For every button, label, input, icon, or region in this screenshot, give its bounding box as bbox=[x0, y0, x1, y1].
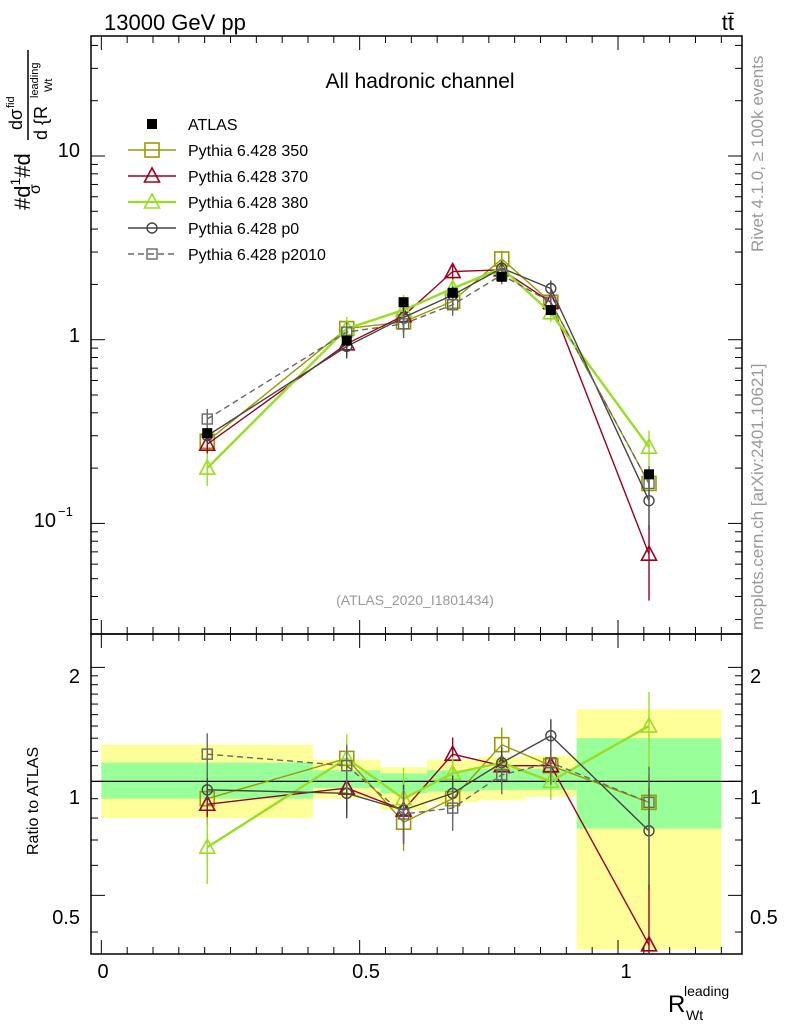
xtick-1: 1 bbox=[620, 961, 631, 983]
ratio-point-2 bbox=[541, 771, 560, 789]
atlas-data-point bbox=[644, 469, 654, 480]
legend-marker-5 bbox=[146, 248, 158, 260]
series-line-2 bbox=[206, 266, 650, 469]
ratio-series-layer bbox=[198, 691, 658, 954]
rivet-version-label: Rivet 4.1.0, ≥ 100k events bbox=[748, 56, 767, 252]
ratio-plot-frame bbox=[90, 633, 743, 955]
ratio-point-3 bbox=[201, 784, 213, 796]
ratio-point-4 bbox=[545, 757, 557, 769]
header-energy: 13000 GeV pp bbox=[104, 10, 246, 35]
series-point-4 bbox=[397, 318, 410, 330]
main-series-layer bbox=[198, 250, 658, 601]
xtick-0: 0 bbox=[97, 961, 108, 983]
main-ytick-1: 1 bbox=[69, 325, 80, 347]
main-y-axis-label: #d1#d σ dσ fid d {R leading Wt bbox=[5, 50, 55, 210]
ratio-ytick-05-left: 0.5 bbox=[52, 907, 80, 929]
legend-entry-0: ATLAS bbox=[147, 117, 238, 134]
mcplots-label: mcplots.cern.ch [arXiv:2401.10621] bbox=[748, 364, 767, 630]
series-point-4 bbox=[446, 299, 459, 311]
main-ytick-10: 10 bbox=[58, 140, 80, 162]
series-point-4 bbox=[201, 413, 213, 425]
svg-text:10: 10 bbox=[34, 510, 56, 532]
svg-text:fid: fid bbox=[5, 96, 17, 108]
legend-label-3: Pythia 6.428 380 bbox=[188, 195, 308, 212]
atlas-data-point bbox=[545, 305, 556, 316]
series-point-2 bbox=[198, 458, 217, 475]
atlas-data-point bbox=[496, 271, 507, 282]
header-process: tt̄ bbox=[722, 10, 734, 35]
legend-label-5: Pythia 6.428 p2010 bbox=[188, 247, 326, 264]
legend-label-0: ATLAS bbox=[188, 117, 238, 134]
plot-title: All hadronic channel bbox=[325, 70, 514, 93]
legend-entry-2: Pythia 6.428 370 bbox=[128, 166, 308, 186]
series-line-1 bbox=[206, 269, 650, 555]
legend-entry-3: Pythia 6.428 380 bbox=[128, 192, 308, 212]
ratio-point-1 bbox=[640, 935, 658, 952]
ratio-ytick-1-right: 1 bbox=[750, 787, 761, 809]
ratio-point-1 bbox=[198, 794, 217, 812]
analysis-name: (ATLAS_2020_I1801434) bbox=[336, 592, 494, 608]
xtick-0p5: 0.5 bbox=[352, 961, 380, 983]
svg-text:leading: leading bbox=[684, 983, 729, 999]
ratio-point-4 bbox=[341, 759, 353, 772]
legend-entry-5: Pythia 6.428 p2010 bbox=[128, 247, 326, 264]
legend-entry-4: Pythia 6.428 p0 bbox=[128, 221, 299, 238]
atlas-data-point bbox=[398, 297, 409, 308]
ratio-ytick-2-left: 2 bbox=[69, 666, 80, 688]
legend-label-1: Pythia 6.428 350 bbox=[188, 143, 308, 160]
x-axis-label: R leading Wt bbox=[668, 983, 729, 1023]
svg-text:R: R bbox=[668, 991, 685, 1018]
ratio-point-4 bbox=[201, 748, 213, 760]
ratio-y-axis-label: Ratio to ATLAS bbox=[25, 747, 42, 855]
svg-text:Wt: Wt bbox=[686, 1007, 703, 1023]
legend-label-2: Pythia 6.428 370 bbox=[188, 169, 308, 186]
svg-text:d {R: d {R bbox=[31, 106, 51, 140]
ratio-point-4 bbox=[446, 802, 459, 814]
ratio-point-3 bbox=[545, 730, 557, 742]
ratio-ytick-1-left: 1 bbox=[69, 787, 80, 809]
legend-label-4: Pythia 6.428 p0 bbox=[188, 221, 299, 238]
series-point-2 bbox=[640, 437, 658, 454]
svg-text:Wt: Wt bbox=[43, 79, 55, 92]
ratio-ytick-2-right: 2 bbox=[750, 666, 761, 688]
series-line-0 bbox=[206, 258, 650, 484]
ratio-point-2 bbox=[640, 716, 658, 733]
ratio-ytick-05-right: 0.5 bbox=[750, 907, 778, 929]
legend-entry-1: Pythia 6.428 350 bbox=[128, 142, 308, 160]
legend: ATLAS Pythia 6.428 350 Pythia 6.428 370 Pyt… bbox=[128, 117, 326, 264]
main-ytick-0p1: 10 −1 bbox=[34, 504, 73, 532]
ratio-point-4 bbox=[496, 769, 508, 781]
ratio-point-4 bbox=[643, 796, 655, 809]
series-point-1 bbox=[443, 261, 462, 279]
series-point-1 bbox=[640, 544, 658, 561]
atlas-data-point bbox=[447, 287, 458, 298]
ratio-point-4 bbox=[397, 808, 410, 820]
atlas-data-point bbox=[202, 428, 213, 439]
series-point-1 bbox=[198, 434, 217, 451]
svg-text:dσ: dσ bbox=[6, 109, 26, 130]
ratio-point-2 bbox=[198, 837, 217, 855]
axis-ticks bbox=[91, 36, 742, 954]
legend-marker-1 bbox=[144, 142, 160, 158]
legend-marker-0 bbox=[147, 119, 157, 129]
svg-text:σ: σ bbox=[27, 184, 44, 194]
svg-text:−1: −1 bbox=[58, 504, 73, 519]
legend-marker-4 bbox=[146, 222, 158, 234]
svg-text:#d1#d: #d1#d bbox=[7, 153, 35, 210]
legend-marker-3 bbox=[143, 192, 161, 209]
svg-text:leading: leading bbox=[29, 63, 41, 98]
atlas-data-point bbox=[341, 335, 352, 346]
legend-marker-2 bbox=[143, 166, 161, 183]
